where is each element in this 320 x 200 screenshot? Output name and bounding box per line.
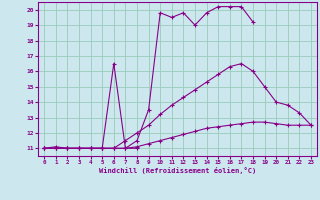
X-axis label: Windchill (Refroidissement éolien,°C): Windchill (Refroidissement éolien,°C): [99, 167, 256, 174]
